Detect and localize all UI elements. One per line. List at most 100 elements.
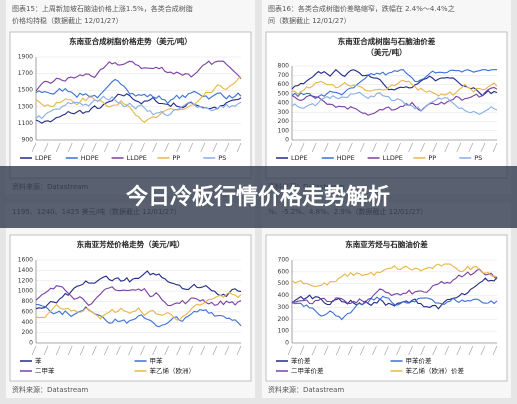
x-tick-stub: [212, 345, 218, 356]
y-tick-label: 900: [22, 137, 34, 144]
x-tick-stub: [200, 345, 206, 356]
x-tick-stub: [152, 345, 157, 356]
caption: 间（数据截止 12/01/27）: [268, 16, 351, 25]
x-tick-stub: [420, 345, 425, 356]
x-tick-stub: [104, 345, 109, 356]
x-tick-stub: [164, 345, 169, 356]
x-tick-stub: [492, 345, 498, 356]
caption: 图表15：上周新加坡石脑油价格上涨1.5%，各类合成树脂: [12, 4, 193, 13]
x-tick-stub: [152, 142, 157, 153]
x-tick-stub: [212, 142, 218, 153]
legend-label: PP: [428, 154, 436, 162]
x-tick-stub: [176, 142, 181, 153]
x-tick-stub: [287, 142, 293, 153]
x-tick-stub: [384, 142, 389, 153]
x-tick-stub: [335, 345, 341, 356]
x-tick-stub: [55, 142, 61, 153]
y-tick-label: 1600: [18, 257, 33, 264]
series-line: [291, 295, 498, 321]
series-line: [291, 276, 498, 310]
legend-label: 苯乙烯（欧洲）价差: [406, 366, 465, 375]
x-tick-stub: [468, 142, 474, 153]
legend-label: 苯: [35, 356, 42, 365]
y-tick-label: 700: [278, 257, 290, 264]
legend-label: PS: [218, 154, 226, 162]
banner-title: 今日冷板行情价格走势解析: [126, 184, 390, 210]
series-line: [291, 268, 498, 305]
y-tick-label: 1000: [18, 288, 33, 295]
chart-title: 东南亚合成树脂价格走势（美元/吨）: [69, 36, 192, 46]
legend-label: PP: [172, 154, 180, 162]
series-line: [291, 69, 497, 100]
legend-label: 苯乙烯（欧洲）: [150, 366, 196, 375]
x-tick-stub: [432, 142, 437, 153]
y-tick-label: 1200: [18, 277, 33, 284]
series-line: [35, 76, 242, 124]
legend-label: 二甲苯: [35, 366, 55, 375]
series-line: [291, 263, 498, 288]
x-tick-stub: [444, 345, 450, 356]
chart-frame: [9, 234, 252, 382]
y-tick-label: 500: [278, 280, 290, 287]
x-tick-stub: [360, 142, 365, 153]
series-line: [35, 303, 242, 328]
x-tick-stub: [480, 345, 486, 356]
x-tick-stub: [31, 142, 37, 153]
x-tick-stub: [55, 345, 61, 356]
series-line: [291, 80, 498, 97]
x-tick-stub: [299, 142, 305, 153]
legend-label: 二甲苯价差: [291, 366, 324, 375]
y-tick-label: 100: [278, 328, 290, 335]
x-tick-stub: [456, 345, 462, 356]
series-line: [35, 95, 242, 120]
series-line: [35, 78, 242, 105]
x-tick-stub: [236, 142, 242, 153]
series-line: [291, 68, 498, 97]
y-tick-label: 1400: [18, 267, 33, 274]
chart-frame: [265, 31, 508, 179]
x-tick-stub: [396, 142, 401, 153]
x-tick-stub: [335, 142, 341, 153]
x-tick-stub: [128, 142, 133, 153]
series-line: [35, 285, 242, 307]
y-tick-label: 0: [285, 340, 289, 347]
y-tick-label: 0: [29, 340, 33, 347]
series-line: [35, 60, 242, 92]
x-tick-stub: [348, 142, 353, 153]
x-tick-stub: [116, 345, 121, 356]
x-tick-stub: [31, 345, 37, 356]
y-tick-label: 400: [278, 100, 290, 107]
x-tick-stub: [116, 142, 121, 153]
y-tick-label: 1300: [18, 103, 33, 110]
y-tick-label: 400: [278, 292, 290, 299]
y-tick-label: 800: [278, 63, 290, 70]
chart-title: 东南亚芳烃与石脑油价差: [345, 239, 428, 249]
x-tick-stub: [408, 345, 413, 356]
y-tick-label: 0: [285, 137, 289, 144]
chart-frame: [265, 234, 508, 382]
x-tick-stub: [444, 142, 450, 153]
x-tick-stub: [311, 345, 317, 356]
series-line: [291, 86, 498, 116]
chart-title: 东南亚芳烃价格走势（美元/吨）: [77, 239, 185, 249]
legend-label: PS: [474, 154, 482, 162]
y-tick-label: 100: [278, 127, 290, 134]
y-tick-label: 1700: [18, 70, 33, 77]
x-tick-stub: [79, 142, 85, 153]
y-tick-label: 600: [278, 268, 290, 275]
x-tick-stub: [492, 142, 498, 153]
legend-label: LDPE: [291, 154, 308, 162]
x-tick-stub: [67, 142, 73, 153]
caption: 价格均持稳（数据截止 12/01/27）: [12, 16, 123, 25]
x-tick-stub: [43, 142, 49, 153]
source: 资料来源：Datastream: [268, 385, 344, 394]
y-tick-label: 1100: [18, 120, 33, 127]
x-tick-stub: [287, 345, 293, 356]
series-line: [35, 270, 242, 310]
x-tick-stub: [67, 345, 73, 356]
y-tick-label: 200: [22, 329, 34, 336]
legend-label: 甲苯: [150, 356, 164, 365]
x-tick-stub: [372, 345, 377, 356]
x-tick-stub: [396, 345, 401, 356]
